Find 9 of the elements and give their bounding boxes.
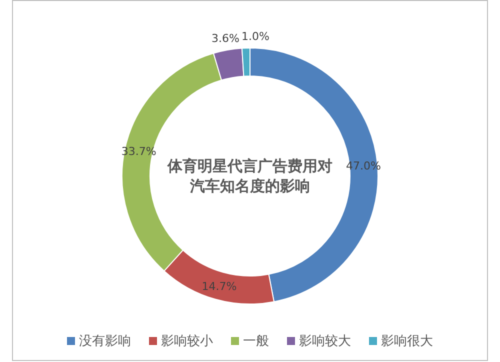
legend-label: 影响较大 <box>299 334 351 349</box>
legend-label: 影响很大 <box>381 334 433 349</box>
text: 体育明星代言广告费用对汽车知名度的影响 <box>166 157 332 195</box>
data-label: 3.6% <box>212 32 240 46</box>
legend-label: 没有影响 <box>79 334 131 349</box>
legend-label: 影响较小 <box>161 334 213 349</box>
legend-label: 一般 <box>243 334 269 349</box>
data-label: 14.7% <box>202 280 237 293</box>
data-label: 1.0% <box>241 30 270 44</box>
